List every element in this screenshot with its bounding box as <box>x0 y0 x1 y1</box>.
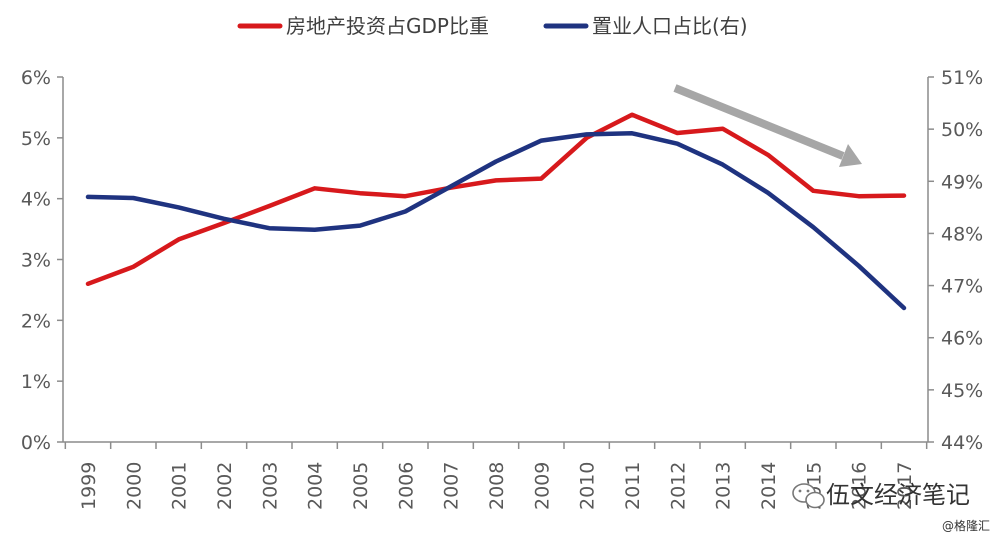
left-tick-label: 5% <box>21 128 51 150</box>
x-tick-label: 2000 <box>123 462 145 510</box>
right-tick-label: 47% <box>941 276 983 298</box>
x-tick-label: 2014 <box>758 462 780 510</box>
left-tick-label: 4% <box>21 189 51 211</box>
axes <box>62 77 929 443</box>
right-tick-label: 45% <box>941 380 983 402</box>
source-credit: @格隆汇 <box>942 518 990 533</box>
x-tick-label: 2005 <box>350 462 372 510</box>
x-tick-label: 2016 <box>849 462 871 510</box>
right-tick-label: 51% <box>941 67 983 89</box>
x-tick-label: 2003 <box>259 462 281 510</box>
x-tick-label: 1999 <box>78 462 100 510</box>
right-tick-label: 48% <box>941 223 983 245</box>
series-line-homebuyer <box>85 131 907 311</box>
right-tick-label: 44% <box>941 432 983 454</box>
x-tick-label: 2002 <box>214 462 236 510</box>
wechat-icon <box>792 483 825 509</box>
series-layer <box>85 112 907 311</box>
x-tick-label: 2009 <box>531 462 553 510</box>
right-tick-label: 46% <box>941 328 983 350</box>
legend-label-homebuyer: 置业人口占比(右) <box>592 14 748 38</box>
legend-label-investment: 房地产投资占GDP比重 <box>286 14 489 38</box>
x-tick-label: 2012 <box>667 462 689 510</box>
watermark: 伍文经济笔记 <box>792 481 970 509</box>
x-tick-label: 2011 <box>622 462 644 510</box>
legend: 房地产投资占GDP比重 置业人口占比(右) <box>237 14 748 38</box>
x-tick-label: 2017 <box>894 462 916 510</box>
x-tick-label: 2001 <box>169 462 191 510</box>
right-tick-label: 49% <box>941 171 983 193</box>
left-tick-label: 1% <box>21 371 51 393</box>
left-tick-label: 0% <box>21 432 51 454</box>
x-tick-label: 2006 <box>395 462 417 510</box>
right-axis-ticks: 44% 45% 46% 47% 48% 49% 50% 51% <box>928 67 983 454</box>
left-axis-ticks: 0% 1% 2% 3% 4% 5% 6% <box>21 67 63 454</box>
trend-arrow <box>673 84 862 167</box>
series-line-investment <box>85 112 907 287</box>
x-tick-label: 2004 <box>305 462 327 510</box>
x-tick-label: 2013 <box>713 462 735 510</box>
left-tick-label: 3% <box>21 250 51 272</box>
trend-arrow-head <box>839 144 862 167</box>
watermark-text: 伍文经济笔记 <box>826 481 970 509</box>
x-tick-label: 2007 <box>441 462 463 510</box>
right-tick-label: 50% <box>941 119 983 141</box>
left-tick-label: 6% <box>21 67 51 89</box>
trend-arrow-shaft <box>673 84 845 160</box>
x-tick-label: 2010 <box>577 462 599 510</box>
left-tick-label: 2% <box>21 310 51 332</box>
x-tick-label: 2008 <box>486 462 508 510</box>
